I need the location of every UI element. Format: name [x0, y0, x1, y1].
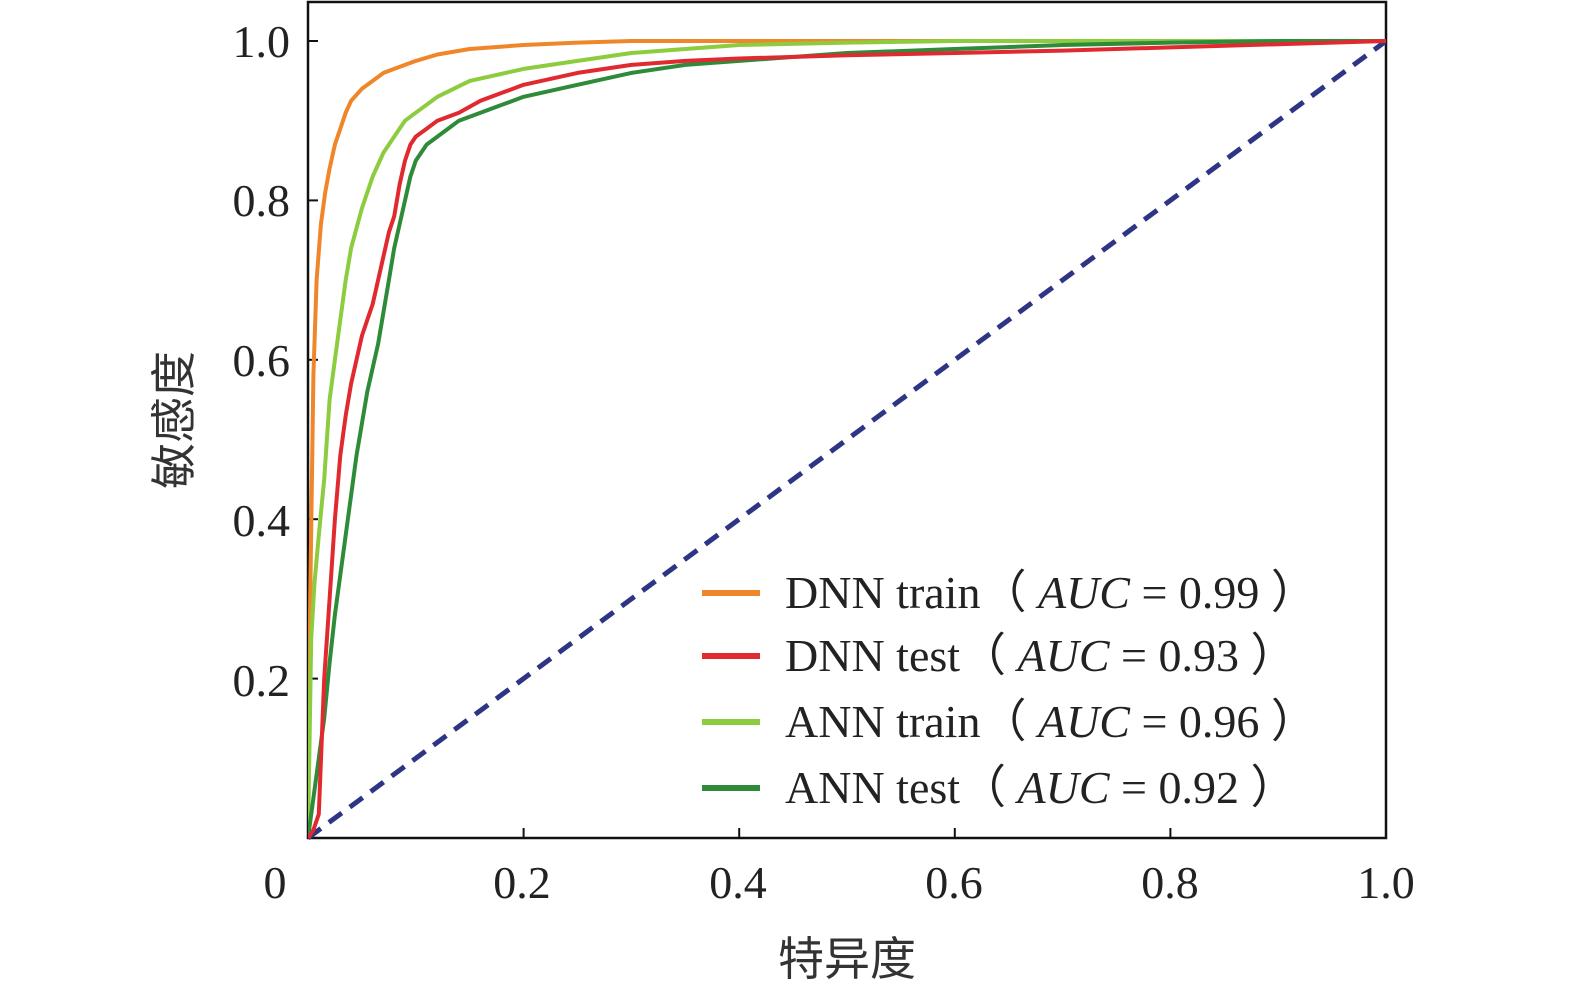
legend-auc-label: AUC [1035, 696, 1131, 747]
y-axis-title: 敏感度 [147, 351, 201, 489]
y-tick-label: 0.2 [233, 655, 291, 706]
plot-frame [306, 0, 1388, 840]
y-tick-label: 0.4 [233, 495, 291, 546]
legend: DNN train（ AUC = 0.99 ） DNN test（ AUC = … [702, 567, 1317, 813]
legend-item-ann-train: ANN train（ AUC = 0.96 ） [702, 696, 1317, 747]
x-tick-label: 1.0 [1357, 857, 1415, 908]
legend-auc-value: 0.92 [1159, 762, 1240, 813]
y-tick-labels: 0.2 0.4 0.6 0.8 1.0 [233, 16, 291, 706]
series-line-dnn-train [308, 39, 1386, 839]
legend-label: ANN test [785, 762, 960, 813]
svg-text:ANN test（ AUC = 0.92 ）: ANN test（ AUC = 0.92 ） [785, 762, 1297, 813]
x-tick-labels: 0 0.2 0.4 0.6 0.8 1.0 [264, 857, 1415, 908]
legend-auc-value: 0.93 [1159, 630, 1240, 681]
svg-text:DNN test（ AUC = 0.93 ）: DNN test（ AUC = 0.93 ） [785, 630, 1297, 681]
series-line-dnn-test [308, 39, 1386, 840]
legend-item-dnn-train: DNN train（ AUC = 0.99 ） [702, 567, 1317, 618]
series-layer [308, 38, 1386, 840]
legend-auc-label: AUC [1035, 567, 1131, 618]
reference-diagonal-line [308, 38, 1386, 840]
x-tick-label: 0.6 [925, 857, 983, 908]
x-tick-label: 0.4 [709, 857, 767, 908]
legend-item-dnn-test: DNN test（ AUC = 0.93 ） [702, 630, 1297, 681]
legend-label: DNN test [785, 630, 960, 681]
x-tick-label: 0.2 [493, 857, 551, 908]
legend-label: ANN train [785, 696, 980, 747]
svg-text:ANN train（ AUC = 0.96 ）: ANN train（ AUC = 0.96 ） [785, 696, 1317, 747]
legend-auc-label: AUC [1015, 762, 1111, 813]
x-tick-label: 0 [264, 857, 287, 908]
legend-auc-value: 0.96 [1179, 696, 1260, 747]
svg-text:DNN train（ AUC = 0.99 ）: DNN train（ AUC = 0.99 ） [785, 567, 1317, 618]
legend-auc-label: AUC [1015, 630, 1111, 681]
legend-item-ann-test: ANN test（ AUC = 0.92 ） [702, 762, 1297, 813]
legend-label: DNN train [785, 567, 980, 618]
series-line-ann-test [308, 39, 1386, 839]
y-tick-label: 1.0 [233, 16, 291, 67]
x-tick-label: 0.8 [1141, 857, 1199, 908]
y-tick-label: 0.6 [233, 335, 291, 386]
x-axis-title: 特异度 [778, 932, 916, 986]
series-line-ann-train [308, 39, 1386, 839]
legend-auc-value: 0.99 [1179, 567, 1260, 618]
y-tick-label: 0.8 [233, 175, 291, 226]
